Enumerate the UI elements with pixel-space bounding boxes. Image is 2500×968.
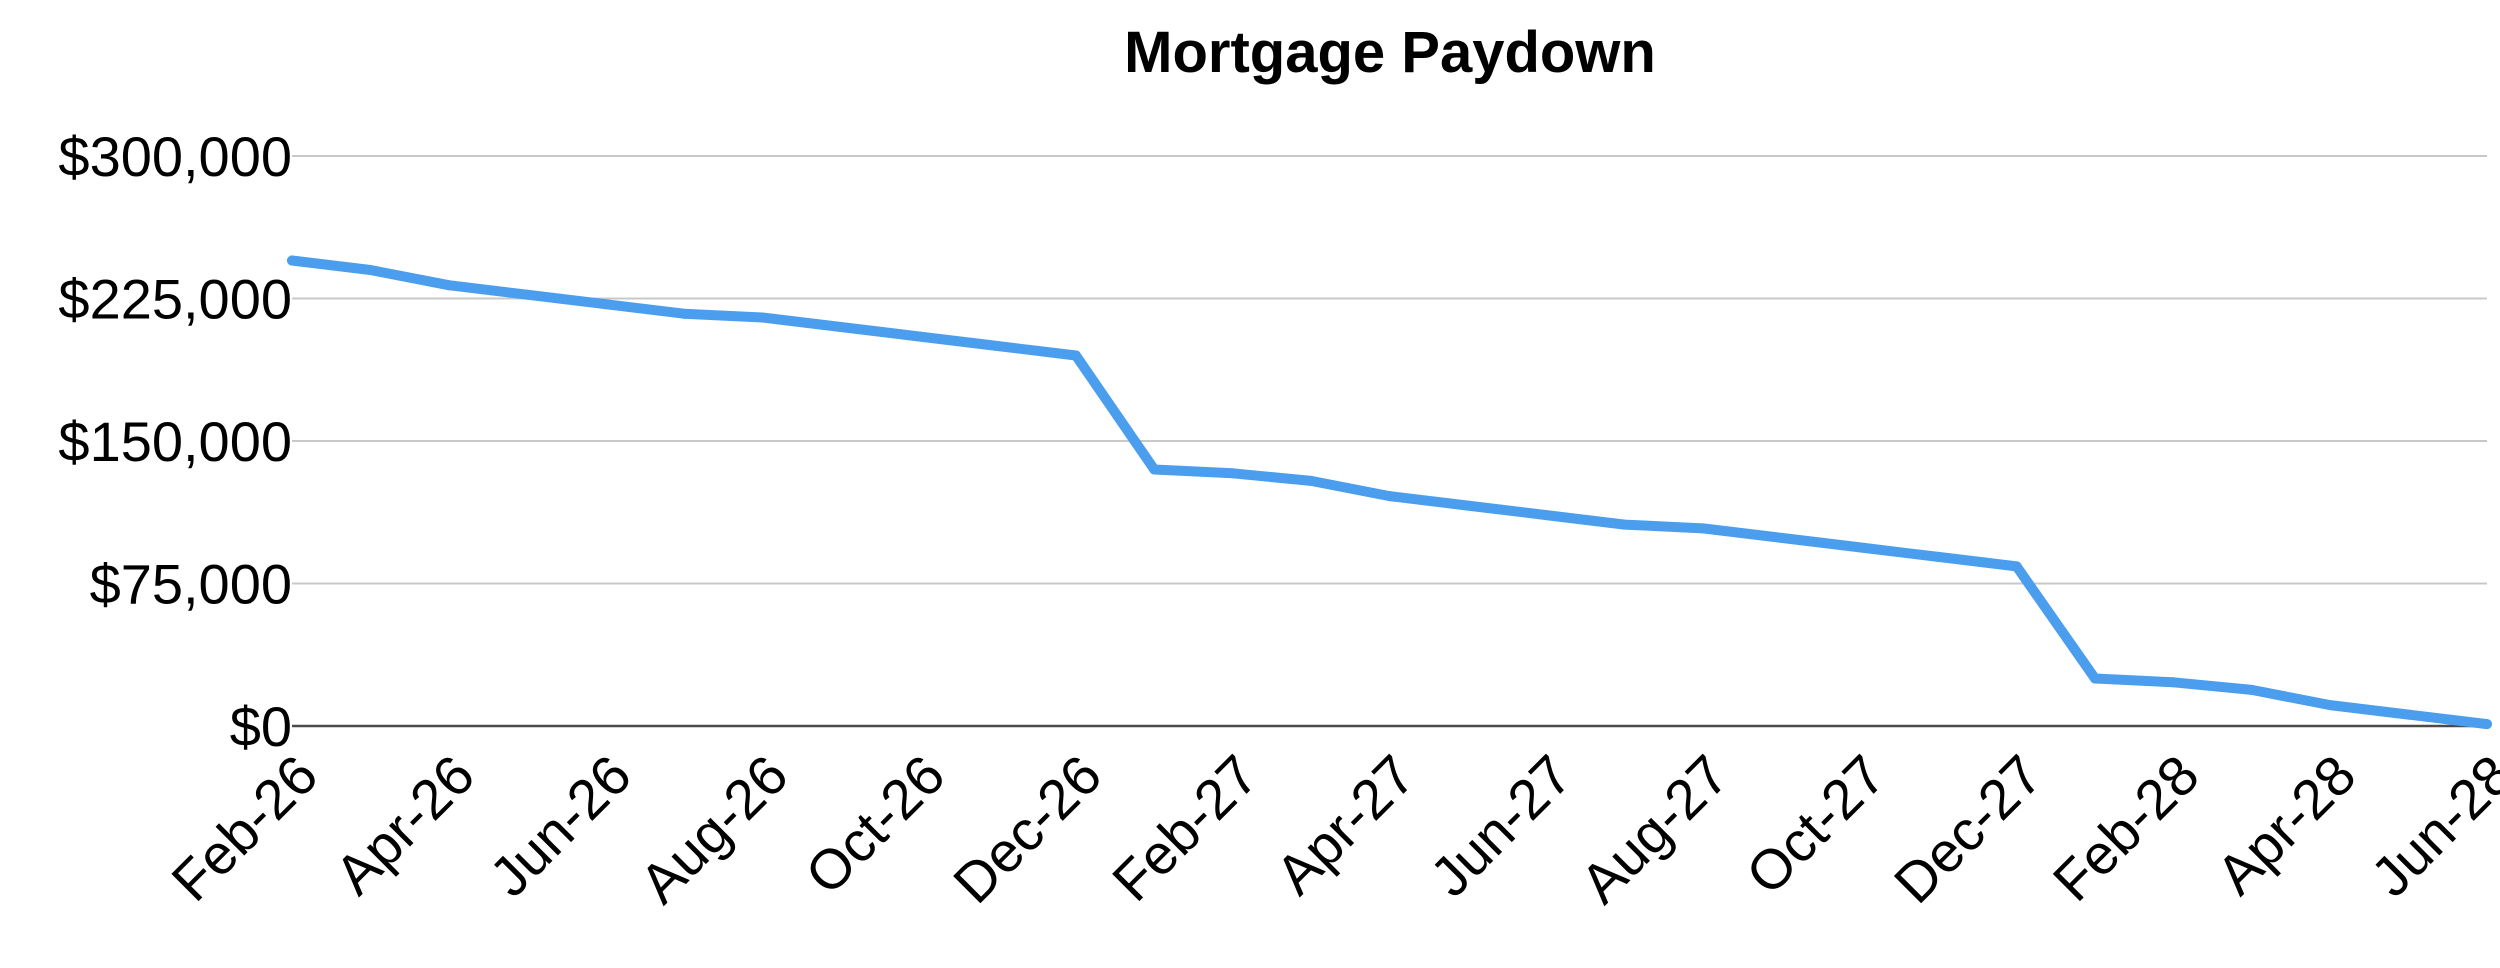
data-point [1698,523,1709,534]
data-point [2090,673,2101,684]
y-tick-label: $150,000 [58,410,292,473]
data-point [287,255,297,266]
x-tick-label: Dec-27 [1882,743,2054,915]
data-point [1070,350,1081,361]
x-tick-label: Jun-26 [477,743,643,909]
x-tick-label: Jun-27 [1418,743,1584,909]
x-tick-label: Apr-27 [1263,743,1426,906]
x-tick-label: Feb-28 [2041,743,2211,913]
data-point [522,289,533,300]
data-point [2011,561,2022,572]
x-tick-label: Oct-26 [793,743,956,906]
data-point [443,280,454,291]
y-tick-label: $300,000 [58,125,292,188]
x-tick-label: Oct-27 [1734,743,1897,906]
data-point [1149,464,1160,475]
data-point [1384,491,1395,502]
data-point [1462,500,1473,511]
data-point [1619,519,1630,530]
y-tick-label: $75,000 [90,553,292,616]
data-point [1227,468,1238,479]
x-tick-label: Dec-26 [941,743,1113,915]
x-tick-label: Apr-28 [2204,743,2367,906]
data-point [835,322,846,332]
data-point [1541,510,1552,521]
x-tick-label: Apr-26 [323,743,486,906]
y-tick-label: $225,000 [58,268,292,331]
x-tick-label: Aug-27 [1568,743,1740,915]
y-axis-tick-labels: $0 $75,000 $150,000 $225,000 $300,000 [58,125,292,758]
data-point [600,299,611,310]
data-point [365,265,376,275]
gridlines [292,155,2487,728]
x-tick-label: Jun-28 [2359,743,2500,909]
x-axis-tick-labels: Feb-26Apr-26Jun-26Aug-26Oct-26Dec-26Feb-… [159,743,2500,915]
series-layer [287,255,2492,730]
data-point [1306,475,1317,486]
x-tick-label: Feb-27 [1100,743,1270,913]
chart-title: Mortgage Paydown [1124,20,1656,85]
x-tick-label: Aug-26 [627,743,799,915]
y-tick-label: $0 [230,695,292,758]
data-point [2246,684,2257,695]
data-point [678,308,689,319]
data-point [1933,551,1944,562]
data-point [2403,709,2414,720]
data-point [2482,719,2492,730]
data-point [2168,677,2179,688]
data-point [1854,542,1865,553]
data-point [914,331,925,342]
data-point [1776,532,1787,543]
x-tick-label: Feb-26 [159,743,329,913]
data-point [757,312,768,323]
data-point [2325,700,2336,711]
data-point [992,341,1003,351]
